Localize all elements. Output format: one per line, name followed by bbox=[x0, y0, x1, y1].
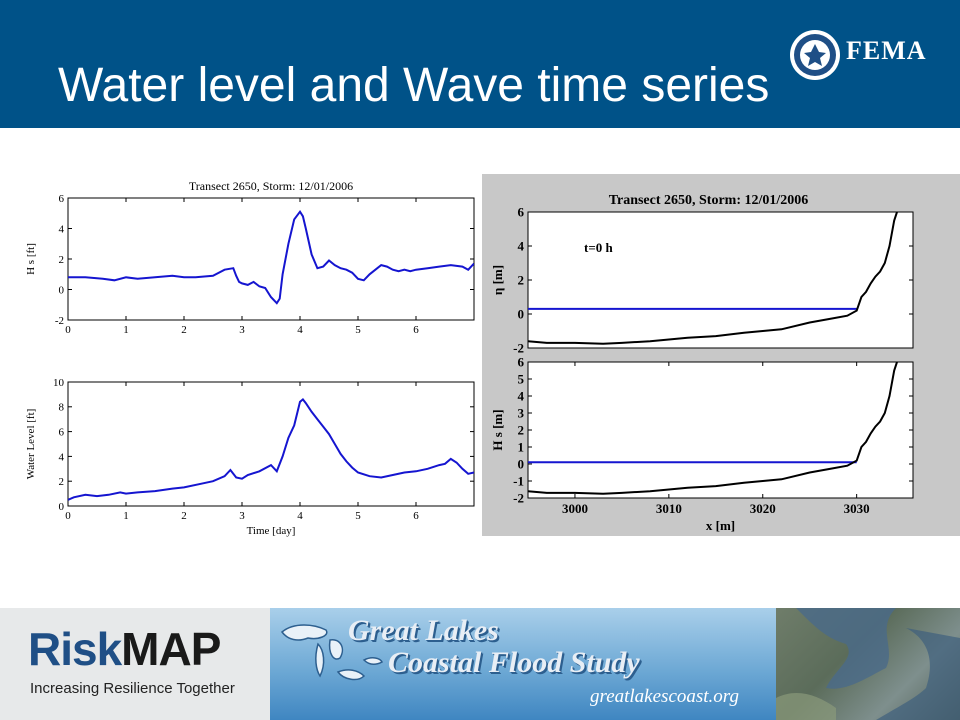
y-tick-label: 0 bbox=[518, 457, 525, 472]
x-tick-label: 3 bbox=[239, 324, 245, 336]
y-tick-label: 2 bbox=[59, 476, 65, 488]
y-tick-label: -2 bbox=[55, 315, 64, 327]
series-group bbox=[68, 209, 474, 305]
x-tick-label: 0 bbox=[65, 510, 71, 522]
x-tick-label: 1 bbox=[123, 510, 129, 522]
series-group bbox=[68, 397, 474, 501]
chart-title: Transect 2650, Storm: 12/01/2006 bbox=[609, 193, 809, 208]
satellite-image bbox=[776, 608, 960, 720]
slide-title: Water level and Wave time series bbox=[58, 59, 770, 112]
y-tick-label: 2 bbox=[518, 273, 525, 288]
great-lakes-title-line2: Coastal Flood Study bbox=[388, 646, 640, 679]
x-tick-label: 3020 bbox=[750, 501, 776, 516]
x-axis-label: x [m] bbox=[706, 518, 735, 533]
y-tick-label: 0 bbox=[518, 307, 525, 322]
x-axis-label: Time [day] bbox=[247, 525, 296, 537]
x-tick-label: 2 bbox=[181, 324, 187, 336]
series-line-0 bbox=[68, 209, 474, 305]
y-axis-label: H s [m] bbox=[490, 409, 505, 450]
riskmap-wordmark: RiskMAP bbox=[28, 622, 221, 676]
y-tick-label: 0 bbox=[59, 284, 65, 296]
y-tick-label: -2 bbox=[513, 341, 524, 356]
y-tick-label: -2 bbox=[513, 491, 524, 506]
chart-title: Transect 2650, Storm: 12/01/2006 bbox=[189, 179, 353, 193]
series-line-0 bbox=[68, 397, 474, 501]
y-tick-label: 6 bbox=[59, 426, 65, 438]
y-axis-label: η [m] bbox=[490, 265, 505, 295]
y-tick-label: 1 bbox=[518, 440, 525, 455]
x-tick-label: 2 bbox=[181, 510, 187, 522]
y-tick-label: 6 bbox=[59, 193, 65, 205]
great-lakes-title-line1: Great Lakes bbox=[348, 614, 499, 647]
y-tick-label: 6 bbox=[518, 205, 525, 220]
plot-area bbox=[67, 381, 475, 507]
hs-profile-chart: -2 -1 0 1 2 3 4 5 6 3000 3010 3020 3030 x [m] H s [m] bbox=[490, 355, 914, 533]
plot-area bbox=[527, 361, 914, 499]
y-tick-label: 8 bbox=[59, 402, 65, 414]
plot-area bbox=[527, 211, 914, 349]
series-group bbox=[528, 212, 898, 345]
header-bar: Water level and Wave time series FEMA bbox=[0, 0, 960, 128]
riskmap-map: MAP bbox=[121, 623, 221, 675]
x-tick-label: 1 bbox=[123, 324, 129, 336]
y-tick-label: 10 bbox=[53, 377, 65, 389]
x-tick-label: 6 bbox=[413, 510, 419, 522]
x-tick-label: 4 bbox=[297, 510, 303, 522]
x-tick-label: 3 bbox=[239, 510, 245, 522]
y-tick-label: 4 bbox=[518, 389, 525, 404]
great-lakes-banner: Great Lakes Coastal Flood Study greatlak… bbox=[270, 608, 776, 720]
y-tick-label: 3 bbox=[518, 406, 525, 421]
riskmap-risk: Risk bbox=[28, 623, 122, 675]
plot-area bbox=[67, 197, 475, 321]
right-chart-figure: -2 0 2 4 6 Transect 2650, Storm: 12/01/2006 η … bbox=[482, 174, 960, 536]
water-level-chart: 0 2 4 6 8 10 0 1 2 3 4 5 6 Time [day] Water Level [ft] bbox=[25, 377, 475, 537]
dhs-seal-icon bbox=[790, 30, 840, 80]
footer-banner: RiskMAP Increasing Resilience Together G… bbox=[0, 608, 960, 720]
x-tick-label: 0 bbox=[65, 324, 71, 336]
y-tick-label: 2 bbox=[59, 254, 65, 266]
satellite-image-icon bbox=[776, 608, 960, 720]
fema-logo: FEMA bbox=[788, 28, 938, 84]
y-tick-label: 6 bbox=[518, 355, 525, 370]
great-lakes-map-icon bbox=[280, 624, 384, 681]
riskmap-logo: RiskMAP Increasing Resilience Together bbox=[0, 608, 270, 720]
y-tick-label: -1 bbox=[513, 474, 524, 489]
x-tick-label: 5 bbox=[355, 324, 361, 336]
series-line-1 bbox=[528, 212, 898, 345]
x-tick-label: 3030 bbox=[844, 501, 870, 516]
y-axis-label: H s [ft] bbox=[25, 243, 37, 275]
x-tick-label: 3000 bbox=[562, 501, 588, 516]
riskmap-tagline: Increasing Resilience Together bbox=[30, 680, 235, 697]
y-tick-label: 5 bbox=[518, 372, 525, 387]
y-tick-label: 2 bbox=[518, 423, 525, 438]
x-tick-label: 6 bbox=[413, 324, 419, 336]
eta-profile-chart: -2 0 2 4 6 Transect 2650, Storm: 12/01/2006 η … bbox=[490, 193, 914, 356]
y-tick-label: 4 bbox=[59, 451, 65, 463]
y-tick-label: 0 bbox=[59, 501, 65, 513]
fema-wordmark: FEMA bbox=[846, 36, 927, 65]
time-annotation: t=0 h bbox=[584, 240, 613, 255]
x-tick-label: 5 bbox=[355, 510, 361, 522]
y-tick-label: 4 bbox=[59, 223, 65, 235]
x-tick-label: 4 bbox=[297, 324, 303, 336]
x-tick-label: 3010 bbox=[656, 501, 682, 516]
series-group bbox=[528, 362, 898, 495]
great-lakes-url[interactable]: greatlakescoast.org bbox=[590, 686, 739, 707]
y-tick-label: 4 bbox=[518, 239, 525, 254]
series-line-1 bbox=[528, 362, 898, 495]
y-axis-label: Water Level [ft] bbox=[25, 409, 37, 480]
